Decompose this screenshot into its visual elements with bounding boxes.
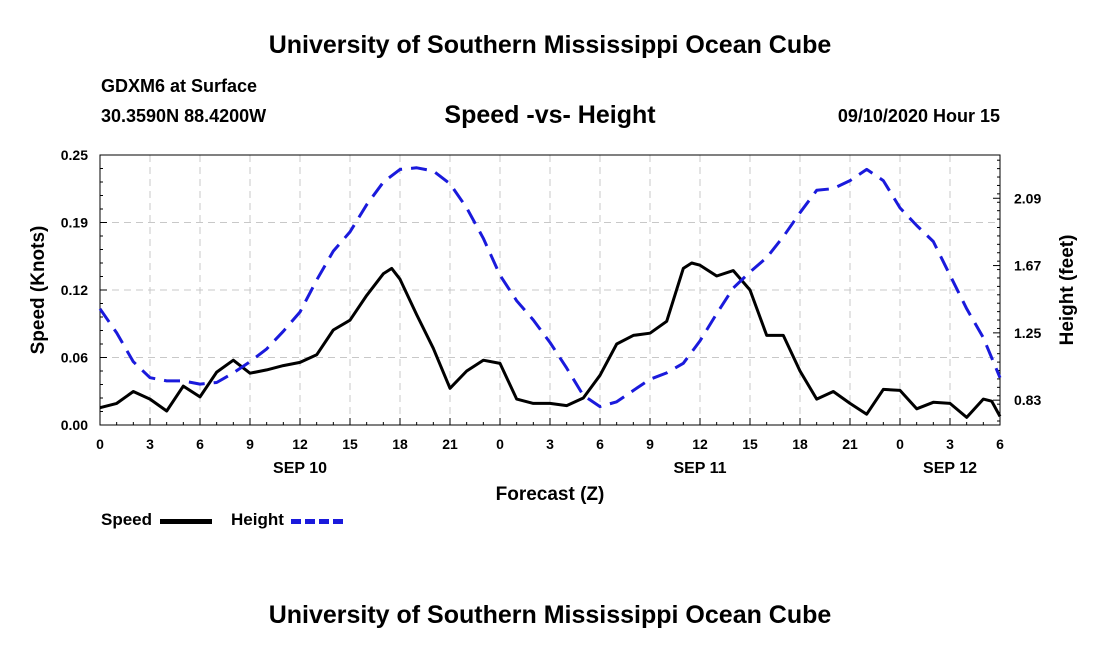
x-tick-label: 0 xyxy=(896,436,904,452)
x-tick-label: 15 xyxy=(342,436,358,452)
y2-tick-label: 0.83 xyxy=(1014,392,1041,408)
x-tick-label: 6 xyxy=(996,436,1004,452)
y2-tick-label: 1.25 xyxy=(1014,325,1041,341)
station-name: GDXM6 at Surface xyxy=(101,76,258,96)
y-tick-label: 0.25 xyxy=(61,147,88,163)
x-tick-label: 3 xyxy=(546,436,554,452)
chart-title: University of Southern Mississippi Ocean… xyxy=(268,31,832,59)
x-tick-label: 6 xyxy=(596,436,604,452)
legend-height-swatch xyxy=(291,519,343,524)
y-tick-label: 0.19 xyxy=(61,215,88,231)
forecast-datetime: 09/10/2020 Hour 15 xyxy=(837,106,1000,126)
chart-subtitle: Speed -vs- Height xyxy=(444,101,656,129)
x-tick-label: 3 xyxy=(946,436,954,452)
x-tick-label: 9 xyxy=(246,436,254,452)
series xyxy=(98,166,1002,419)
x-tick-label: 21 xyxy=(842,436,858,452)
grid xyxy=(100,155,1000,425)
day-label: SEP 12 xyxy=(923,460,977,477)
x-tick-label: 0 xyxy=(96,436,104,452)
day-label: SEP 11 xyxy=(673,460,726,477)
y2-axis-label: Height (feet) xyxy=(1057,235,1078,346)
x-tick-label: 18 xyxy=(792,436,808,452)
x-tick-label: 6 xyxy=(196,436,204,452)
legend-speed-label: Speed xyxy=(101,510,153,529)
day-label: SEP 10 xyxy=(273,460,327,477)
y-axis-label: Speed (Knots) xyxy=(28,226,49,355)
legend-height-label: Height xyxy=(231,510,284,529)
x-tick-label: 21 xyxy=(442,436,458,452)
x-tick-label: 12 xyxy=(692,436,708,452)
x-tick-label: 0 xyxy=(496,436,504,452)
x-axis-label: Forecast (Z) xyxy=(496,484,605,505)
station-location: 30.3590N 88.4200W xyxy=(101,106,267,126)
x-tick-label: 18 xyxy=(392,436,408,452)
x-tick-label: 9 xyxy=(646,436,654,452)
legend-speed-swatch xyxy=(160,519,212,524)
axes xyxy=(99,154,1001,426)
tick-labels: 0 3 6 9 12 15 18 21 0 3 6 9 12 15 18 21 0 3 6 SEP 10 SEP 11 S… xyxy=(61,147,1042,477)
x-tick-label: 15 xyxy=(742,436,758,452)
series-line-speed xyxy=(99,261,1002,419)
y-tick-label: 0.06 xyxy=(61,350,88,366)
y-tick-label: 0.00 xyxy=(61,417,88,433)
series-line-height xyxy=(98,166,1002,409)
footer-title: University of Southern Mississippi Ocean… xyxy=(268,601,832,629)
y2-tick-label: 2.09 xyxy=(1014,190,1041,206)
x-tick-label: 12 xyxy=(292,436,308,452)
y2-tick-label: 1.67 xyxy=(1014,258,1041,274)
y-tick-label: 0.12 xyxy=(61,282,88,298)
x-tick-label: 3 xyxy=(146,436,154,452)
